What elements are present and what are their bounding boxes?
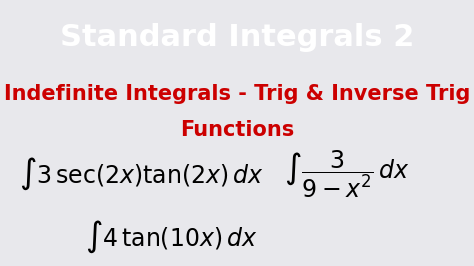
Text: Functions: Functions xyxy=(180,120,294,140)
Text: $\int \dfrac{3}{9 - x^2}\,dx$: $\int \dfrac{3}{9 - x^2}\,dx$ xyxy=(284,148,410,200)
Text: Indefinite Integrals - Trig & Inverse Trig: Indefinite Integrals - Trig & Inverse Tr… xyxy=(4,84,470,104)
Text: Standard Integrals 2: Standard Integrals 2 xyxy=(60,23,414,52)
Text: $\int 3\,\sec(2x)\tan(2x)\,dx$: $\int 3\,\sec(2x)\tan(2x)\,dx$ xyxy=(19,156,264,192)
Text: $\int 4\,\tan(10x)\,dx$: $\int 4\,\tan(10x)\,dx$ xyxy=(85,219,258,255)
